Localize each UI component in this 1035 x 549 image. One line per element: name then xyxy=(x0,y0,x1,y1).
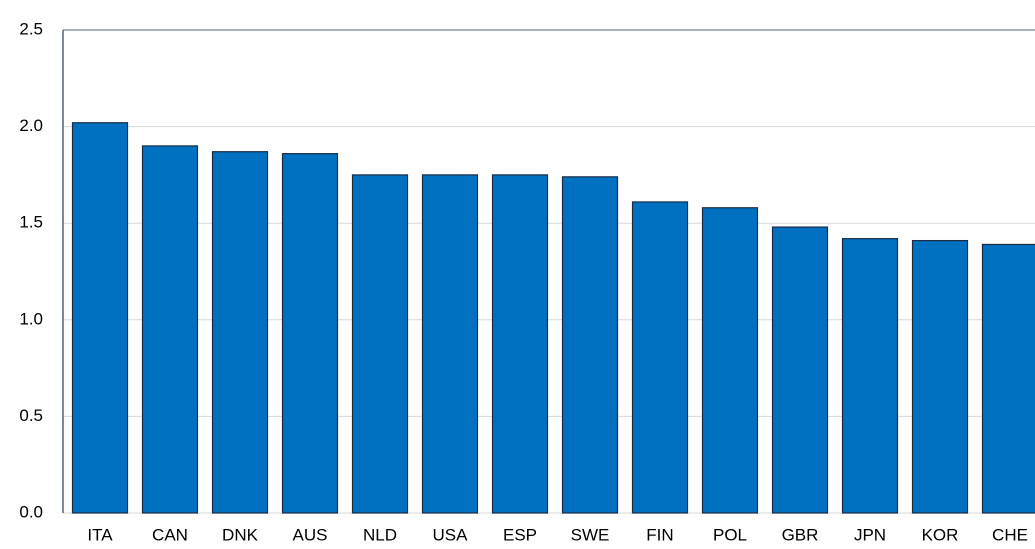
bar xyxy=(981,243,1035,514)
x-tick-label: AUS xyxy=(293,525,328,544)
x-tick-label: FIN xyxy=(646,525,673,544)
y-tick-label: 1.5 xyxy=(19,213,43,232)
y-tick-label: 1.0 xyxy=(19,309,43,328)
y-tick-label: 2.5 xyxy=(19,19,43,38)
x-tick-label: CAN xyxy=(152,525,188,544)
bar xyxy=(911,239,969,514)
y-tick-label: 2.0 xyxy=(19,116,43,135)
bar xyxy=(421,174,479,514)
x-tick-label: KOR xyxy=(922,525,959,544)
bar xyxy=(141,145,199,514)
bar xyxy=(71,122,129,514)
x-tick-label: NLD xyxy=(363,525,397,544)
bar xyxy=(701,207,759,514)
x-tick-label: DNK xyxy=(222,525,259,544)
x-tick-label: ITA xyxy=(87,525,113,544)
x-tick-label: GBR xyxy=(782,525,819,544)
bar xyxy=(351,174,409,514)
y-tick-label: 0.0 xyxy=(19,502,43,521)
x-tick-label: ESP xyxy=(503,525,537,544)
y-tick-label: 0.5 xyxy=(19,406,43,425)
bar xyxy=(771,226,829,514)
x-tick-label: CHE xyxy=(992,525,1028,544)
bar xyxy=(491,174,549,514)
bar xyxy=(281,153,339,514)
bar xyxy=(631,201,689,514)
x-tick-label: SWE xyxy=(571,525,610,544)
x-tick-label: JPN xyxy=(854,525,886,544)
bar xyxy=(211,151,269,514)
bar xyxy=(561,176,619,514)
bar xyxy=(841,238,899,514)
x-tick-label: POL xyxy=(713,525,747,544)
x-tick-label: USA xyxy=(433,525,469,544)
